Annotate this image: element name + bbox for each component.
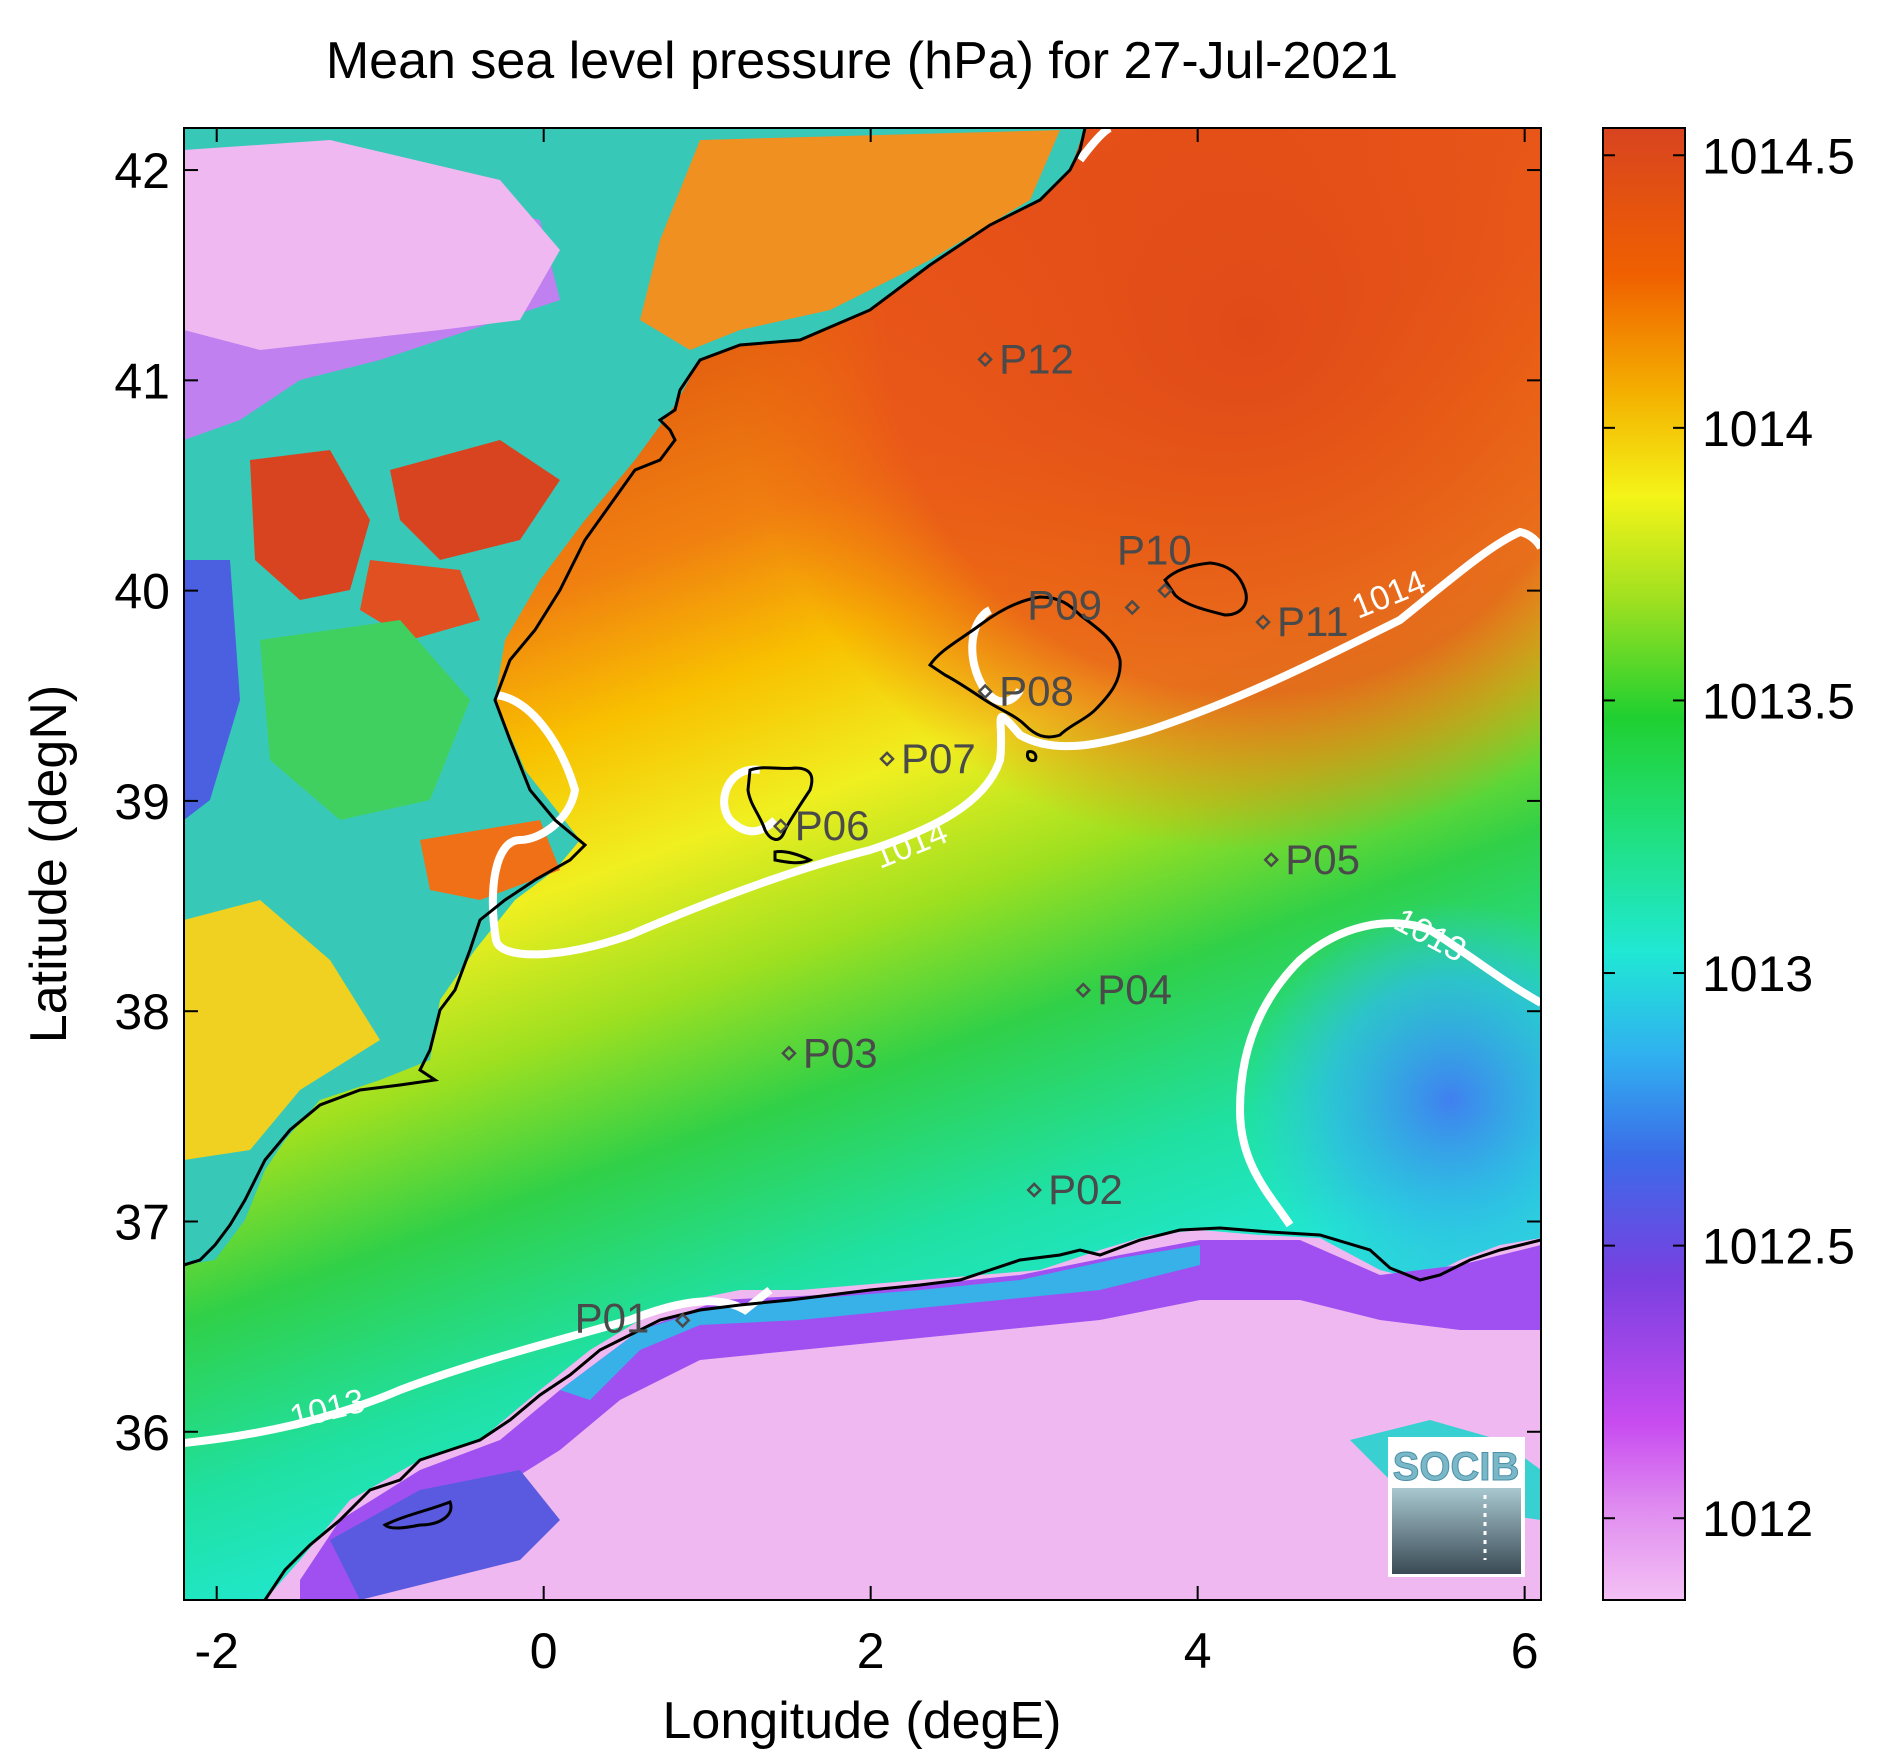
x-tick-label: 0 (530, 1623, 558, 1679)
africa-land (265, 1230, 1541, 1600)
station-label: P02 (1048, 1166, 1123, 1213)
contour-1014 (488, 527, 1541, 959)
iberia-land (184, 128, 1085, 1265)
station-label: P11 (1277, 598, 1349, 645)
contour-1013-east (1235, 919, 1541, 1228)
land-red-patch-3 (360, 560, 480, 640)
chart-title: Mean sea level pressure (hPa) for 27-Jul… (326, 32, 1398, 90)
africa-cyan-fringe (560, 1245, 1200, 1400)
station-marker (772, 818, 789, 834)
station-label: P04 (1097, 966, 1172, 1013)
station-marker (1263, 852, 1279, 868)
station-marker (977, 351, 993, 368)
station-marker (1075, 982, 1091, 998)
africa-coastline (263, 1226, 1541, 1600)
station-points: P01 P02 P03 P04 P05 P06 P07 P08 P09 P10 P11 P12 (575, 335, 1360, 1341)
colorbar-tick-label: 1013 (1702, 946, 1813, 1002)
mallorca-coastline (927, 595, 1122, 739)
coastlines (184, 128, 1541, 1600)
station-label: P06 (795, 802, 870, 849)
land-green-patch (260, 620, 470, 820)
contour-1013-south (184, 1286, 773, 1447)
menorca-coastline (1163, 561, 1248, 617)
land-orange-coast (640, 130, 1060, 350)
africa-purple-fringe (300, 1240, 1541, 1600)
socib-logo: SOCIB (1388, 1437, 1525, 1577)
y-tick-label: 38 (114, 984, 170, 1040)
y-tick-label: 42 (114, 143, 170, 199)
x-tick-label: 2 (857, 1623, 885, 1679)
land-blue-edge (184, 560, 240, 820)
x-tick-label: 4 (1184, 1623, 1212, 1679)
land-pink-patch (184, 140, 560, 350)
station-marker (1255, 614, 1271, 630)
station-label: P01 (575, 1294, 650, 1341)
land-yellow-coast (184, 900, 380, 1160)
pressure-field (184, 128, 1541, 1600)
station-marker (1026, 1182, 1042, 1198)
y-axis-label: Latitude (degN) (20, 685, 78, 1043)
colorbar-ticks: 1012 1012.5 1013 1013.5 1014 1014.5 (1603, 128, 1855, 1547)
cabrera-coastline (1026, 750, 1038, 762)
y-tick-label: 37 (114, 1194, 170, 1250)
station-label: P03 (803, 1029, 878, 1076)
station-label: P08 (999, 668, 1074, 715)
station-marker (781, 1045, 797, 1062)
station-marker (674, 1312, 691, 1329)
y-axis: 36 37 38 39 40 41 42 (114, 143, 1541, 1461)
contour-1014-ibiza (720, 765, 778, 836)
land-red-patch-2 (390, 440, 560, 560)
africa-blue-patch (330, 1470, 560, 1600)
y-tick-label: 40 (114, 564, 170, 620)
station-label: P10 (1117, 527, 1192, 574)
y-tick-label: 41 (114, 353, 170, 409)
plot-frame (183, 127, 1542, 1601)
station-marker (1124, 599, 1141, 616)
socib-logo-text: SOCIB (1393, 1445, 1520, 1489)
x-axis-label: Longitude (degE) (663, 1692, 1062, 1750)
station-label: P05 (1285, 836, 1360, 883)
formentera-coastline (773, 850, 814, 865)
y-tick-label: 36 (114, 1405, 170, 1461)
station-marker (977, 683, 993, 700)
colorbar (1602, 127, 1686, 1601)
station-marker (1157, 582, 1173, 599)
land-red-patch-1 (250, 450, 370, 600)
station-marker (879, 751, 895, 767)
ibiza-coastline (746, 766, 814, 841)
colorbar-tick-label: 1014.5 (1702, 128, 1855, 184)
contour-1014-mallorca (968, 606, 1024, 706)
x-axis: -2 0 2 4 6 (194, 128, 1539, 1679)
station-label: P12 (999, 335, 1074, 382)
station-label: P07 (901, 735, 976, 782)
y-tick-label: 39 (114, 774, 170, 830)
iberia-coastline (184, 128, 1087, 1267)
colorbar-tick-label: 1012 (1702, 1491, 1813, 1547)
station-label: P09 (1027, 581, 1102, 628)
x-tick-label: 6 (1511, 1623, 1539, 1679)
colorbar-tick-label: 1014 (1702, 401, 1813, 457)
colorbar-tick-label: 1013.5 (1702, 673, 1855, 729)
spanish-islet (382, 1500, 453, 1530)
colorbar-tick-label: 1012.5 (1702, 1219, 1855, 1275)
x-tick-label: -2 (194, 1623, 238, 1679)
